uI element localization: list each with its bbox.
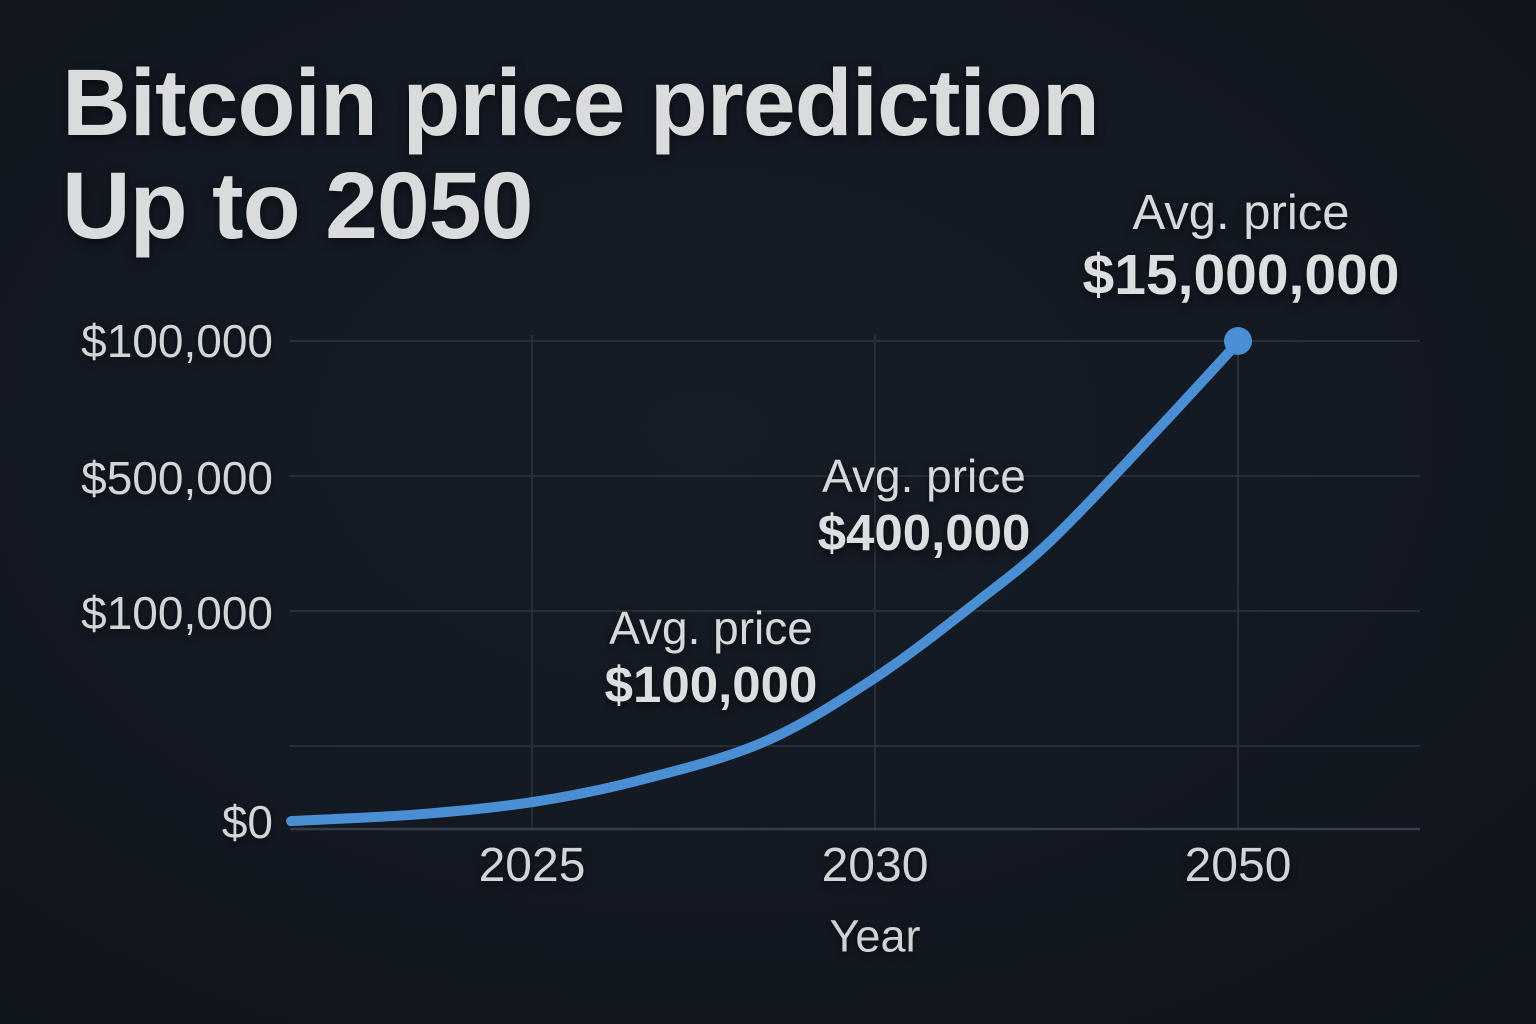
chart-title: Bitcoin price prediction Up to 2050 [62, 50, 1100, 259]
x-tick-label: 2025 [478, 839, 586, 892]
annotation-2040-price: Avg. price $400,000 [818, 449, 1031, 563]
endpoint-dot [1224, 327, 1252, 355]
annotation-value: $400,000 [817, 504, 1031, 561]
annotation-value: $100,000 [604, 656, 818, 713]
annotation-label: Avg. price [822, 450, 1026, 502]
y-tick-label: $500,000 [81, 452, 273, 504]
chart-title-line1: Bitcoin price prediction [62, 50, 1100, 156]
annotation-label: Avg. price [609, 602, 813, 654]
x-tick-label: 2050 [1184, 839, 1292, 892]
y-tick-label: $0 [221, 796, 273, 848]
price-curve [286, 335, 1245, 827]
y-tick-label: $100,000 [81, 315, 273, 367]
annotation-label: Avg. price [1132, 186, 1350, 240]
annotation-2030-price: Avg. price $100,000 [605, 601, 818, 715]
annotation-2050-price: Avg. price $15,000,000 [1083, 184, 1400, 308]
y-tick-label: $100,000 [81, 587, 273, 639]
annotation-value: $15,000,000 [1082, 243, 1400, 307]
x-axis-label: Year [829, 910, 921, 962]
x-tick-label: 2030 [821, 839, 929, 892]
chart-title-line2: Up to 2050 [62, 153, 533, 259]
